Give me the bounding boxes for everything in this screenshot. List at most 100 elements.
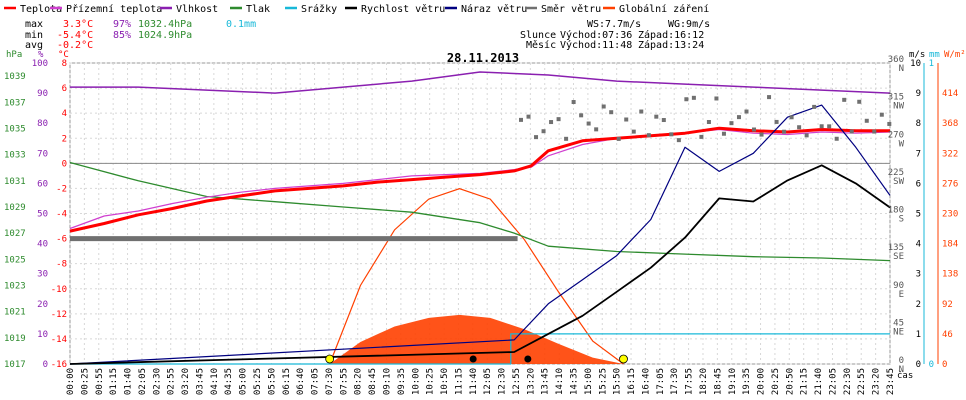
tick-temperature: 4 <box>62 109 67 119</box>
tick-humidity: 80 <box>37 119 48 129</box>
tick-time: 11:40 <box>469 368 479 395</box>
tick-wind-dir-label: N <box>899 64 904 74</box>
tick-wind-speed: 4 <box>916 240 921 250</box>
stat-max-label: max <box>25 19 43 30</box>
wind-dir-point <box>819 124 824 129</box>
wind-dir-point <box>646 133 651 138</box>
info-wind-gust: WG:9m/s <box>668 19 710 30</box>
unit-wm2: W/m² <box>944 50 966 60</box>
tick-time: 07:55 <box>339 368 349 395</box>
tick-wind-dir-label: NW <box>893 102 904 112</box>
tick-time: 15:50 <box>613 368 623 395</box>
tick-time: 02:05 <box>138 368 148 395</box>
legend-label-8: Směr větru <box>541 3 601 15</box>
tick-time: 01:40 <box>124 368 134 395</box>
stat-max-press: 1032.4hPa <box>138 19 192 30</box>
tick-radiation: 138 <box>942 270 958 280</box>
wind-dir-point <box>857 99 862 104</box>
tick-time: 22:55 <box>857 368 867 395</box>
wind-dir-point <box>789 115 794 120</box>
wind-dir-point <box>849 129 854 134</box>
stat-min-press: 1024.9hPa <box>138 30 192 41</box>
moonset-marker <box>524 355 532 363</box>
tick-time: 23:45 <box>886 368 896 395</box>
series-rain-line <box>70 333 890 365</box>
tick-pressure: 1037 <box>4 98 26 108</box>
legend-label-4: Tlak <box>246 4 270 15</box>
unit-degc: °C <box>58 50 69 60</box>
tick-time: 03:45 <box>195 368 205 395</box>
wind-dir-point <box>661 118 666 123</box>
tick-time: 05:25 <box>253 368 263 395</box>
tick-wind-dir-label: W <box>899 139 905 149</box>
legend-label-5: Srážky <box>301 3 337 15</box>
wind-dir-point <box>827 124 832 129</box>
tick-temperature: 6 <box>62 84 67 94</box>
wind-dir-point <box>624 117 629 122</box>
legend-label-7: Náraz větru <box>461 3 527 15</box>
wind-dir-point <box>759 132 764 137</box>
wind-dir-point <box>691 95 696 100</box>
tick-temperature: -2 <box>56 184 67 194</box>
tick-time: 15:00 <box>584 368 594 395</box>
info-sunrise: Východ:07:36 <box>560 29 632 41</box>
stat-avg-label: avg <box>25 40 43 51</box>
tick-time: 12:30 <box>498 368 508 395</box>
info-sunset: Západ:16:12 <box>638 29 704 41</box>
tick-time: 19:35 <box>742 368 752 395</box>
tick-wind-speed: 5 <box>916 210 921 220</box>
tick-time: 10:50 <box>440 368 450 395</box>
tick-time: 09:10 <box>382 368 392 395</box>
tick-time: 20:25 <box>771 368 781 395</box>
tick-rain: 0 <box>929 360 934 370</box>
wind-dir-point <box>684 97 689 102</box>
chart-marks <box>69 71 892 365</box>
wind-dir-point <box>564 136 569 141</box>
tick-time: 16:40 <box>641 368 651 395</box>
tick-time: 14:35 <box>570 368 580 395</box>
wind-dir-point <box>571 100 576 105</box>
tick-time: 22:05 <box>828 368 838 395</box>
tick-pressure: 1033 <box>4 151 26 161</box>
tick-wind-speed: 3 <box>916 270 921 280</box>
moonrise-marker <box>469 355 477 363</box>
tick-time: 14:10 <box>555 368 565 395</box>
chart-ticks: 1039103710351033103110291027102510231021… <box>4 55 958 395</box>
radiation-area <box>329 314 624 364</box>
tick-radiation: 368 <box>942 119 958 129</box>
tick-time: 08:20 <box>354 368 364 395</box>
tick-wind-speed: 6 <box>916 179 921 189</box>
wind-dir-point <box>586 121 591 126</box>
tick-time: 04:35 <box>224 368 234 395</box>
tick-pressure: 1021 <box>4 308 26 318</box>
info-moon-label: Měsíc <box>526 39 556 51</box>
tick-time: 00:25 <box>80 368 90 395</box>
tick-wind-dir: 45 <box>893 318 904 328</box>
tick-pressure: 1039 <box>4 72 26 82</box>
wind-dir-point <box>519 117 523 122</box>
stat-avg-temp: -0.2°C <box>57 40 93 51</box>
tick-time: 23:20 <box>872 368 882 395</box>
tick-time: 05:50 <box>267 368 277 395</box>
unit-ms: m/s <box>909 50 925 60</box>
tick-temperature: -12 <box>51 310 67 320</box>
wind-dir-point <box>774 119 779 124</box>
radiation-curve <box>329 188 624 365</box>
series-humidity-line <box>70 71 891 94</box>
tick-time: 17:05 <box>656 368 666 395</box>
tick-wind-speed: 8 <box>916 119 921 129</box>
wind-dir-point <box>834 136 839 141</box>
wind-dir-point <box>872 129 877 134</box>
legend-label-3: Vlhkost <box>176 4 218 15</box>
tick-time: 01:15 <box>109 368 119 395</box>
tick-wind-speed: 10 <box>910 59 921 69</box>
x-axis-label: čas <box>897 370 913 381</box>
legend-label-1: Teplota <box>20 4 62 15</box>
tick-time: 09:35 <box>397 368 407 395</box>
unit-mm: mm <box>929 50 940 60</box>
tick-time: 02:30 <box>152 368 162 395</box>
tick-wind-speed: 7 <box>916 149 921 159</box>
wind-dir-point <box>616 136 621 141</box>
wind-dir-point <box>864 118 869 123</box>
